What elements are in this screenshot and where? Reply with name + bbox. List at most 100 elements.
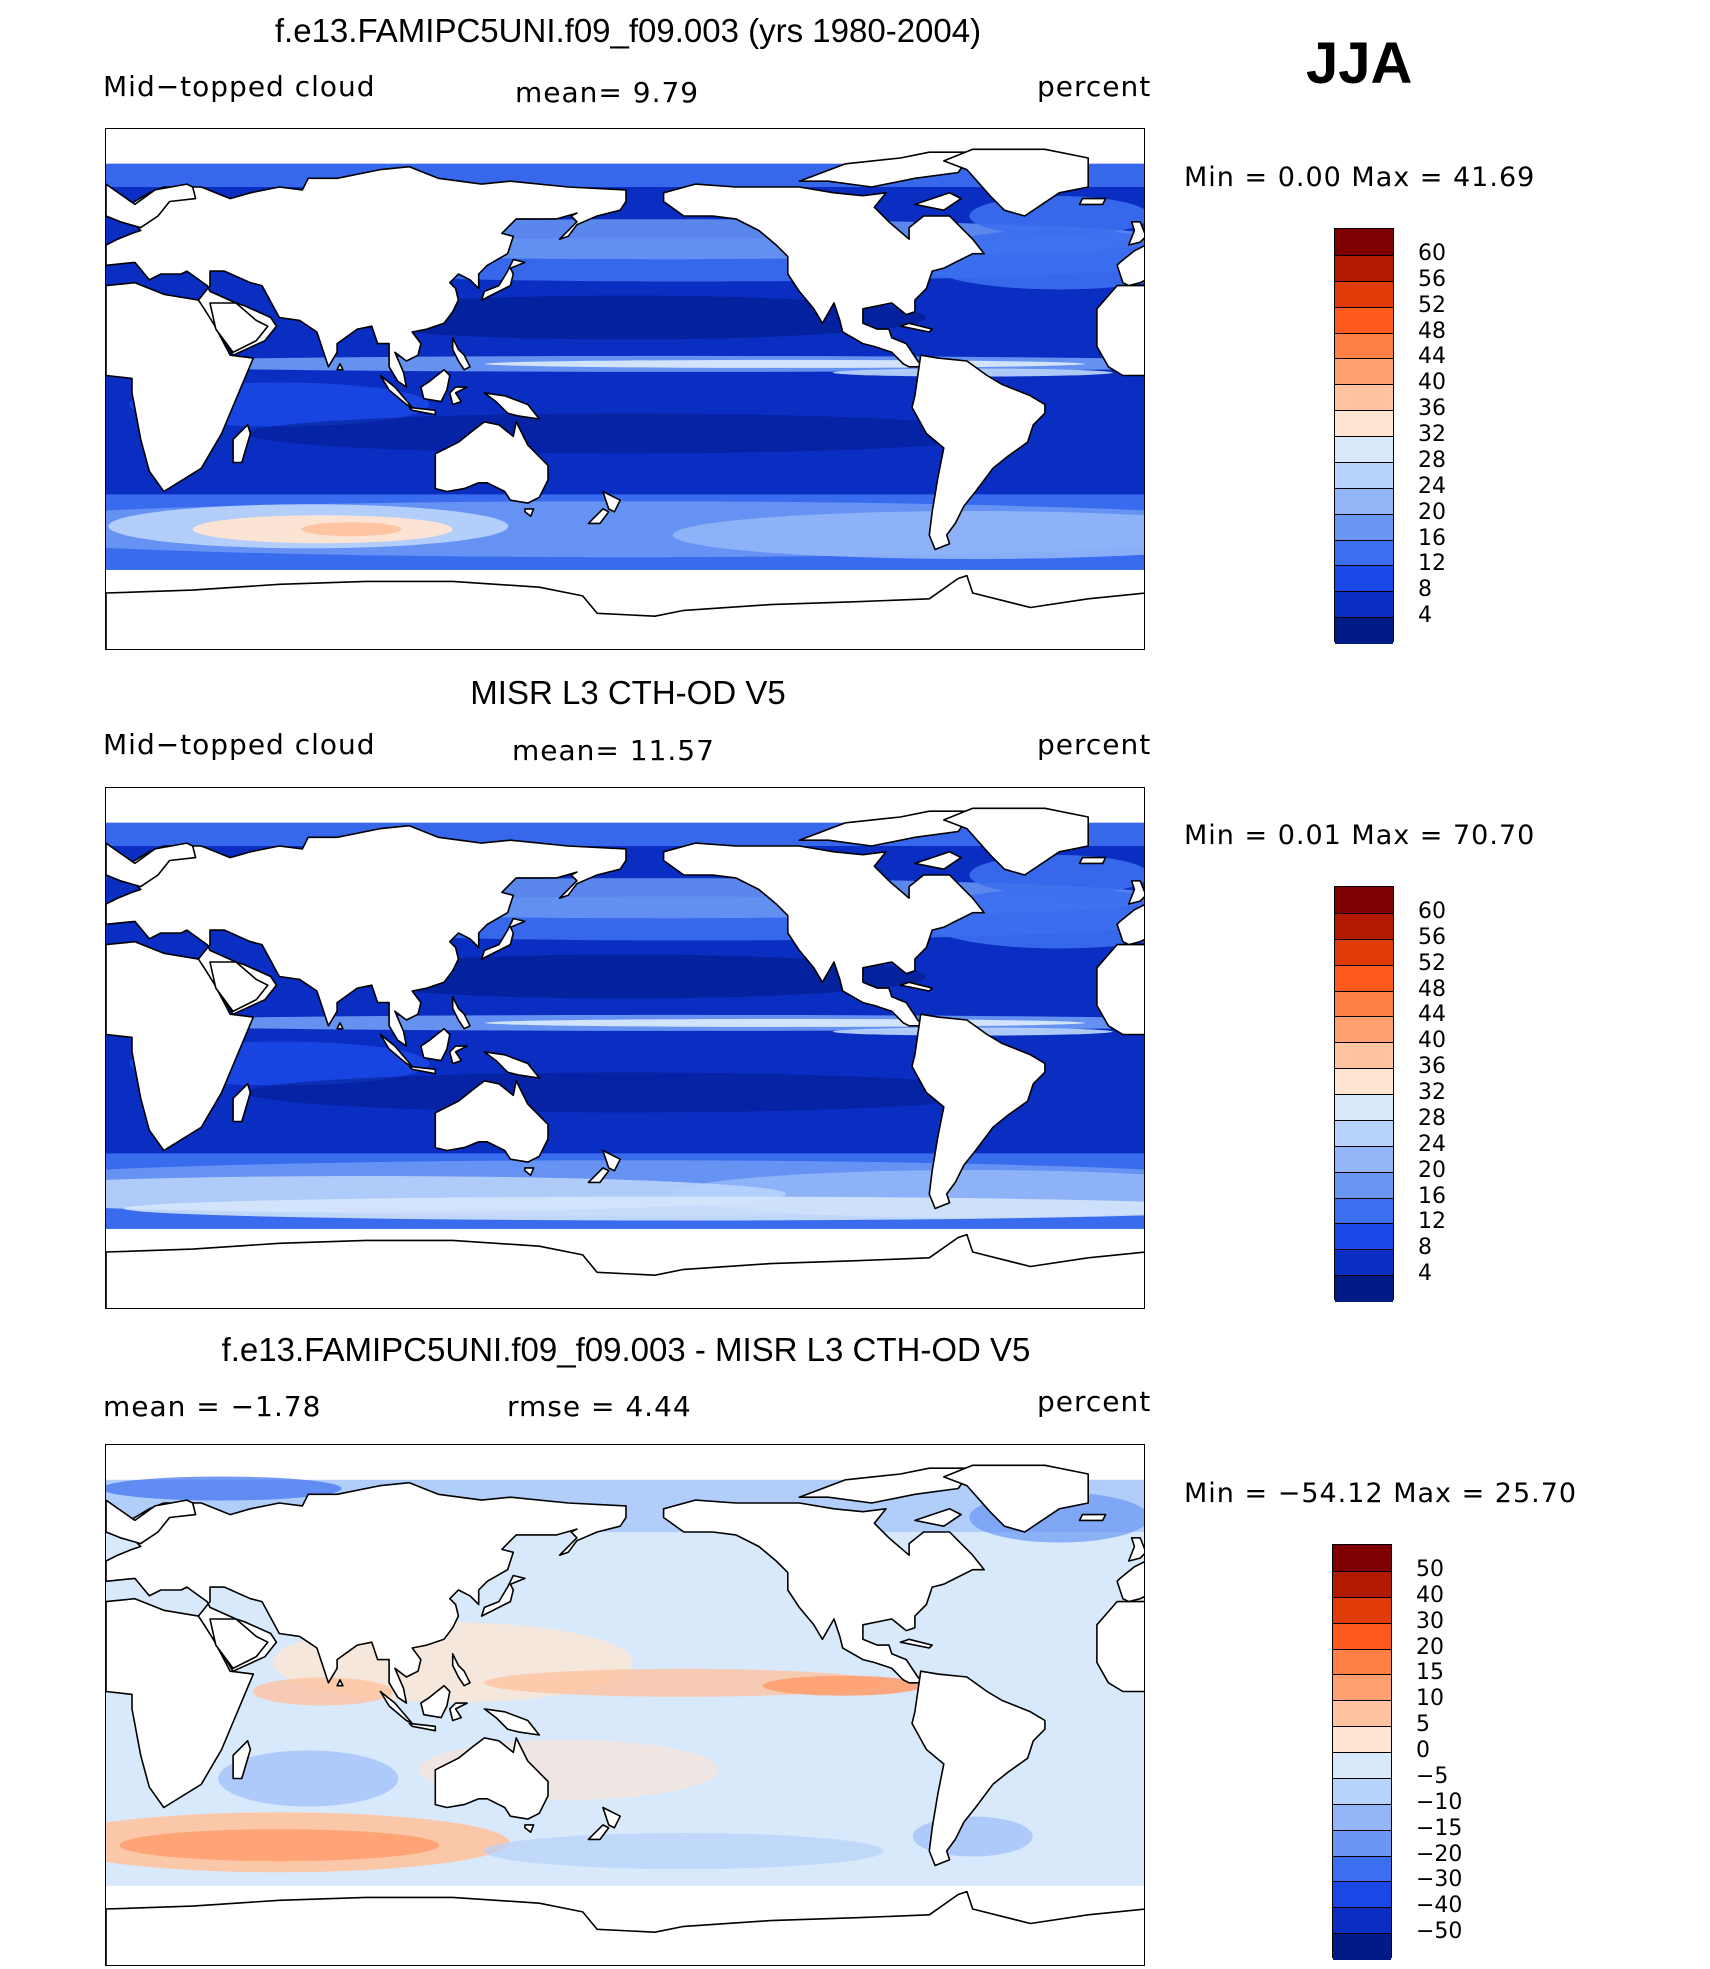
coastline xyxy=(1096,943,1144,1036)
field-region xyxy=(301,522,402,537)
panel-1-map xyxy=(105,128,1145,650)
colorbar-tick-label: 28 xyxy=(1418,447,1446,473)
season-label: JJA xyxy=(1306,31,1413,96)
coastline xyxy=(602,1806,621,1829)
coastline xyxy=(106,1890,1144,1965)
colorbar-swatch xyxy=(1335,1223,1393,1251)
colorbar-swatch xyxy=(1333,1829,1391,1857)
colorbar-tick-label: 5 xyxy=(1416,1712,1430,1738)
coastline xyxy=(379,1690,413,1725)
coastline xyxy=(602,1149,621,1172)
colorbar-tick-label: −15 xyxy=(1416,1815,1463,1841)
coastline xyxy=(911,1013,1046,1210)
coastline xyxy=(899,981,933,992)
field-region xyxy=(484,1018,1085,1027)
colorbar-swatch xyxy=(1335,964,1393,992)
coastline xyxy=(232,1083,252,1123)
coastline xyxy=(587,1167,610,1184)
colorbar-tick-label: 30 xyxy=(1416,1608,1444,1634)
coastline xyxy=(943,148,1089,217)
colorbar-tick-label: −30 xyxy=(1416,1867,1463,1893)
colorbar-tick-label: 20 xyxy=(1418,499,1446,525)
colorbar-tick-label: 56 xyxy=(1418,924,1446,950)
coastline xyxy=(209,302,269,354)
panel-1-minmax: Min = 0.00 Max = 41.69 xyxy=(1184,162,1536,193)
coastline xyxy=(483,1051,541,1079)
panel-1-colorbar xyxy=(1334,228,1394,644)
coastline xyxy=(1116,1561,1144,1603)
coastline xyxy=(587,1824,610,1841)
field-region xyxy=(484,359,1085,368)
coastline xyxy=(911,354,1046,551)
colorbar-swatch xyxy=(1335,410,1393,437)
colorbar-tick-label: 24 xyxy=(1418,1131,1446,1157)
colorbar-swatch xyxy=(1335,229,1393,256)
coastline xyxy=(483,392,541,420)
colorbar-swatch xyxy=(1333,1803,1391,1831)
panel-2-units-label: percent xyxy=(1037,728,1152,761)
field-region xyxy=(123,1196,1144,1221)
colorbar-swatch xyxy=(1335,591,1393,619)
colorbar-swatch xyxy=(1333,1674,1391,1702)
colorbar-swatch xyxy=(1335,912,1393,940)
field-region xyxy=(483,1833,884,1869)
colorbar-tick-label: 24 xyxy=(1418,473,1446,499)
colorbar-swatch xyxy=(1335,539,1393,567)
colorbar-swatch xyxy=(1335,1042,1393,1070)
coastline xyxy=(1116,904,1144,946)
coastline xyxy=(106,574,1144,649)
coastline xyxy=(434,1737,549,1820)
panel-2-minmax: Min = 0.01 Max = 70.70 xyxy=(1184,820,1536,851)
colorbar-tick-label: 8 xyxy=(1418,1235,1432,1261)
panel-3-rmse-label: rmse = 4.44 xyxy=(507,1390,692,1423)
colorbar-swatch xyxy=(1335,1197,1393,1225)
colorbar-swatch xyxy=(1335,887,1393,914)
colorbar-tick-label: 12 xyxy=(1418,1209,1446,1235)
panel-3-map xyxy=(105,1444,1145,1966)
field-region xyxy=(672,511,1144,559)
coastline xyxy=(106,1499,197,1545)
colorbar-swatch xyxy=(1335,513,1393,541)
colorbar-swatch xyxy=(1333,1726,1391,1753)
colorbar-swatch xyxy=(1335,1119,1393,1147)
coastline xyxy=(483,1708,541,1736)
colorbar-swatch xyxy=(1333,1933,1391,1960)
coastline xyxy=(420,1684,451,1719)
coastline xyxy=(336,363,344,371)
coastline xyxy=(662,842,985,1027)
coastline xyxy=(1096,1600,1144,1693)
colorbar-tick-label: 12 xyxy=(1418,551,1446,577)
field-region xyxy=(119,1829,440,1862)
panel-3-colorbar xyxy=(1332,1544,1392,1960)
coastline xyxy=(1127,1537,1144,1562)
coastline xyxy=(1078,856,1107,865)
colorbar-swatch xyxy=(1335,1275,1393,1302)
colorbar-swatch xyxy=(1335,384,1393,412)
coastline xyxy=(106,183,197,229)
colorbar-tick-label: 15 xyxy=(1416,1660,1444,1686)
coastline xyxy=(602,490,621,513)
colorbar-swatch xyxy=(1333,1648,1391,1676)
map-canvas xyxy=(106,1464,1144,1965)
map-canvas xyxy=(106,148,1144,649)
colorbar-swatch xyxy=(1335,1016,1393,1044)
coastline xyxy=(232,424,252,464)
field-region xyxy=(246,413,1006,454)
coastline xyxy=(209,961,269,1013)
colorbar-tick-label: 60 xyxy=(1418,240,1446,266)
panel-1-units-label: percent xyxy=(1037,70,1152,103)
coastline xyxy=(899,322,933,333)
coastline xyxy=(106,1597,255,1809)
colorbar-swatch xyxy=(1333,1855,1391,1883)
colorbar-swatch xyxy=(1335,1068,1393,1095)
colorbar-swatch xyxy=(1335,436,1393,463)
coastline xyxy=(911,1670,1046,1867)
field-region xyxy=(326,954,926,999)
colorbar-swatch xyxy=(1335,1249,1393,1277)
colorbar-swatch xyxy=(1333,1700,1391,1728)
field-region xyxy=(326,295,926,340)
colorbar-tick-label: 44 xyxy=(1418,344,1446,370)
coastline xyxy=(1127,221,1144,246)
coastline xyxy=(524,508,535,517)
colorbar-tick-label: −10 xyxy=(1416,1789,1463,1815)
